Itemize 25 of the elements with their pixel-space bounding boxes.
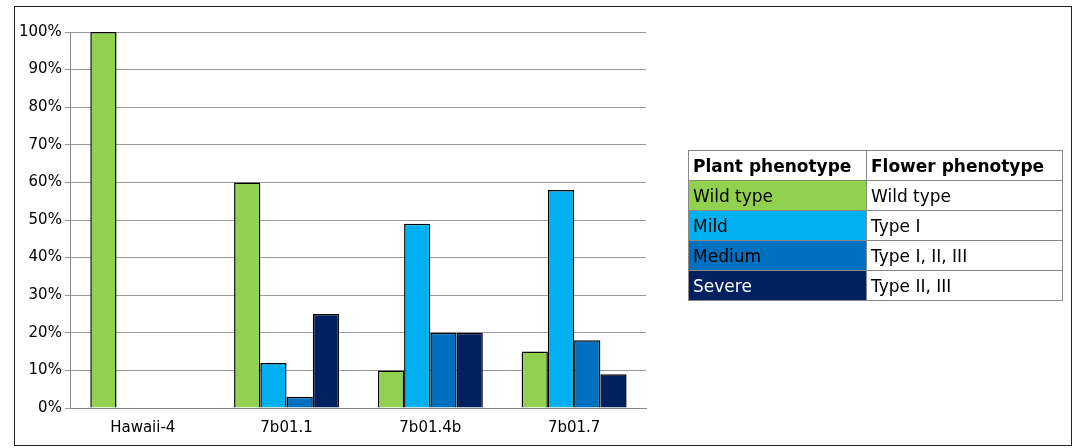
x-tick-label: 7b01.1: [260, 417, 313, 436]
legend-title: Plant phenotype: [688, 150, 867, 181]
y-tick-label: 80%: [28, 97, 62, 116]
y-tick-label: 70%: [28, 134, 62, 153]
text: Medium: [688, 240, 867, 271]
y-tick-label: 90%: [28, 59, 62, 78]
text: Severe: [688, 270, 867, 301]
x-tick-label: 7b01.4b: [399, 417, 462, 436]
text: Type I: [866, 210, 1063, 241]
text: Type I, II, III: [866, 240, 1063, 271]
x-tick-label: Hawaii-4: [110, 417, 176, 436]
y-tick-label: 40%: [28, 247, 62, 266]
y-tick-label: 30%: [28, 285, 62, 304]
y-tick-label: 10%: [28, 360, 62, 379]
text: Flower phenotype: [866, 150, 1063, 181]
y-tick-label: 0%: [38, 397, 62, 416]
y-tick-label: 50%: [28, 209, 62, 228]
text: Wild type: [688, 180, 867, 211]
y-tick-label: 20%: [28, 322, 62, 341]
x-tick-label: 7b01.7: [547, 417, 601, 436]
text: Mild: [688, 210, 867, 241]
y-tick-label: 60%: [28, 172, 62, 191]
text: Type II, III: [866, 270, 1063, 301]
y-tick-label: 100%: [18, 21, 62, 40]
text: Wild type: [866, 180, 1063, 211]
